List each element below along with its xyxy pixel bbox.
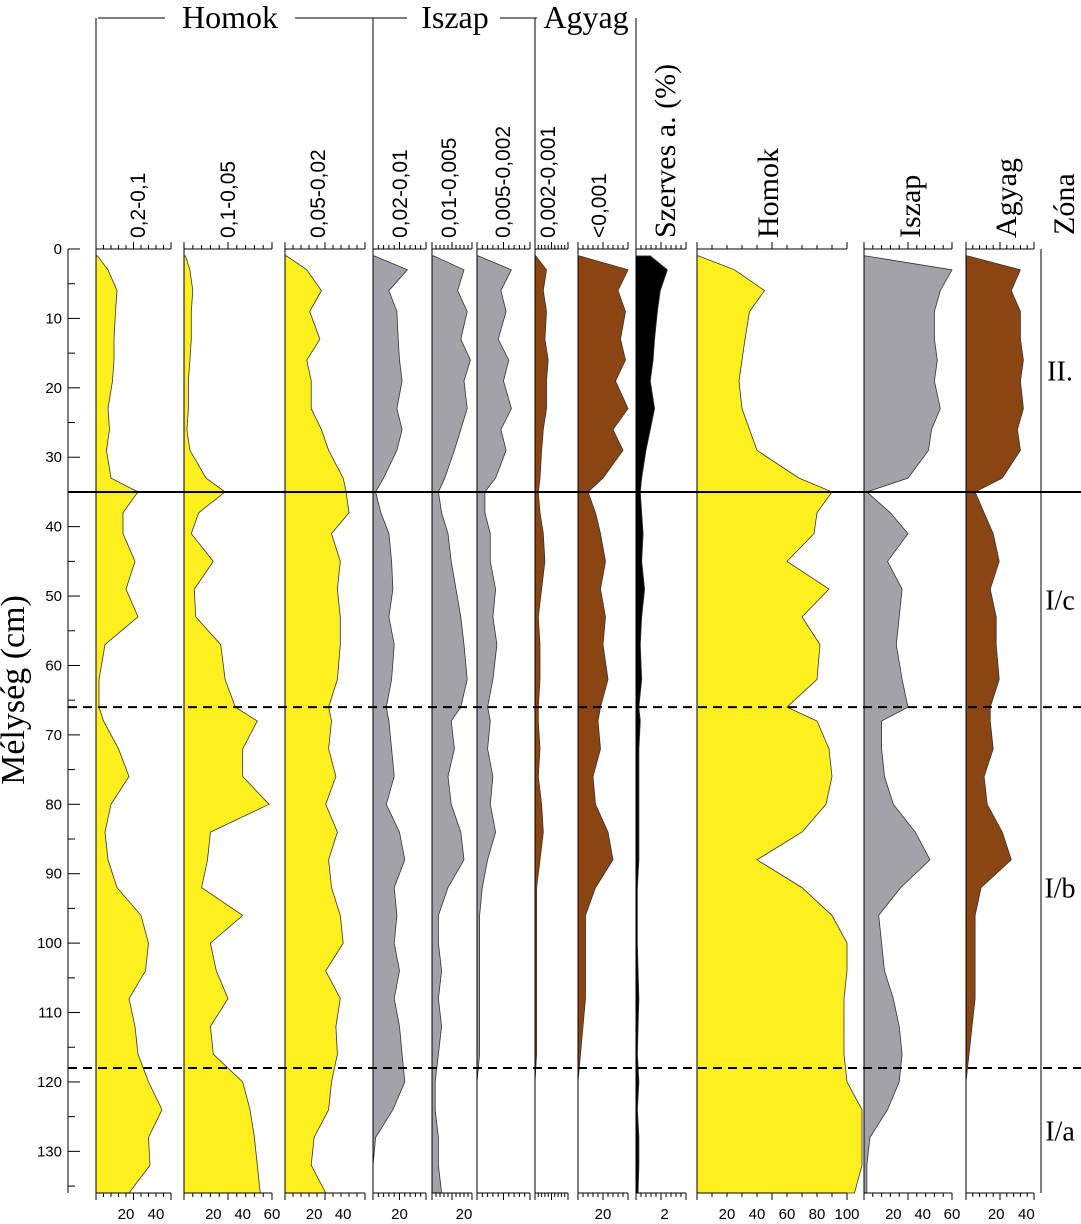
series-area [431,255,471,1194]
column-header: Homok [752,148,785,238]
series-area [183,255,270,1194]
series-area [863,255,953,1194]
x-tick-label: 20 [988,1206,1005,1223]
column-header: 0,05-0,02 [307,149,330,238]
x-tick-label: 40 [148,1206,165,1223]
x-tick-label: 20 [306,1206,323,1223]
column-header: Iszap [894,175,927,238]
column-header: 0,005-0,002 [492,126,515,238]
series-area [284,255,350,1194]
zone-label: I/c [1045,586,1075,617]
column-header: Szerves a. (%) [649,64,682,238]
zone-header: Zóna [1048,173,1081,235]
y-tick-label: 100 [37,935,62,952]
x-tick-label: 40 [749,1206,766,1223]
column-header: 0,02-0,01 [389,149,412,238]
group-header: Agyag [543,0,628,35]
y-tick-label: 50 [45,588,62,605]
group-header: Iszap [421,0,489,35]
x-tick-label: 40 [234,1206,251,1223]
x-tick-label: 20 [595,1206,612,1223]
y-tick-label: 70 [45,727,62,744]
y-tick-label: 20 [45,380,62,397]
x-tick-label: 40 [335,1206,352,1223]
y-tick-label: 130 [37,1143,62,1160]
x-tick-label: 60 [944,1206,961,1223]
zone-boundaries-layer [68,490,1081,1070]
series-area [534,255,549,1193]
y-tick-label: 0 [54,241,62,258]
y-tick-label: 110 [38,1005,62,1022]
series-area [696,255,863,1194]
x-tick-label: 2 [660,1206,668,1223]
y-tick-label: 60 [45,658,62,675]
series-area [95,255,163,1194]
series-area [372,255,409,1193]
y-tick-label: 80 [45,796,62,813]
x-tick-label: 100 [834,1206,859,1223]
series-area [635,255,668,1194]
x-tick-label: 40 [1018,1206,1035,1223]
group-header: Homok [182,0,278,35]
y-axis-label: Mélység (cm) [0,595,32,785]
x-tick-label: 20 [456,1206,473,1223]
x-tick-label: 40 [914,1206,931,1223]
x-tick-label: 20 [391,1206,408,1223]
y-tick-label: 30 [45,449,62,466]
column-header: 0,1-0,05 [217,161,240,238]
x-tick-label: 60 [264,1206,281,1223]
series-area [476,255,512,1193]
column-header: 0,2-0,1 [127,173,150,238]
x-tick-label: 20 [719,1206,736,1223]
column-header: Agyag [990,158,1023,238]
x-tick-label: 20 [118,1206,135,1223]
zone-label: I/b [1044,874,1075,905]
zone-label: I/a [1045,1117,1075,1148]
column-header: 0,002-0,001 [537,126,560,238]
x-tick-label: 20 [885,1206,902,1223]
x-tick-label: 20 [205,1206,222,1223]
x-tick-label: 80 [809,1206,826,1223]
series-area [577,255,629,1193]
column-header: 0,01-0,005 [438,138,461,238]
y-tick-label: 10 [45,310,62,327]
y-tick-label: 40 [45,519,62,536]
y-tick-label: 120 [37,1074,62,1091]
y-tick-label: 90 [45,866,62,883]
zone-label: II. [1047,357,1073,388]
column-header: <0,001 [588,173,611,238]
series-area [965,255,1024,1193]
x-tick-label: 60 [779,1206,796,1223]
columns-layer [67,17,1042,1200]
